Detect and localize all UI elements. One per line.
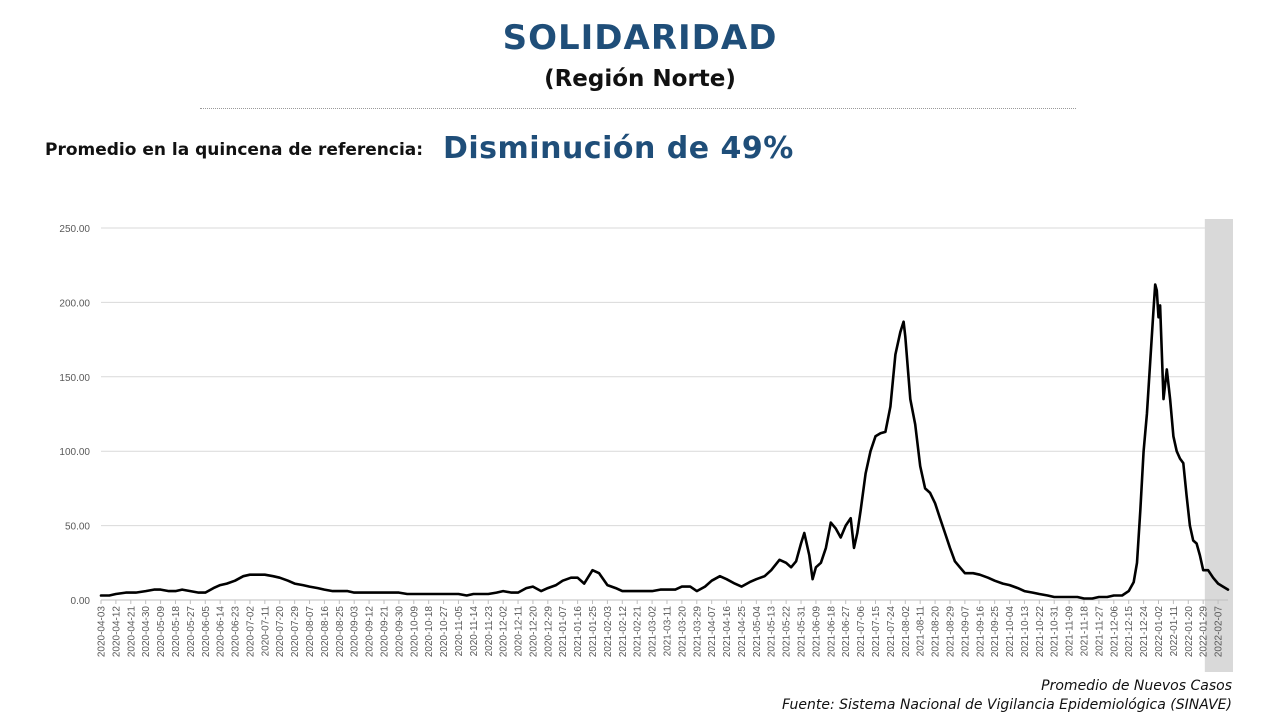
x-tick-label: 2021-10-04	[1005, 606, 1016, 658]
x-tick-label: 2021-11-18	[1080, 606, 1091, 657]
reference-label: Promedio en la quincena de referencia:	[45, 140, 424, 160]
x-tick-label: 2021-07-24	[886, 606, 897, 658]
x-tick-label: 2021-05-31	[797, 606, 808, 658]
x-tick-label: 2021-02-12	[618, 606, 629, 658]
x-tick-label: 2021-11-09	[1065, 606, 1076, 657]
x-tick-label: 2021-09-16	[975, 606, 986, 658]
x-tick-label: 2020-08-25	[335, 606, 346, 658]
x-tick-label: 2021-09-25	[990, 606, 1001, 658]
series-caption: Promedio de Nuevos Casos	[1041, 678, 1232, 694]
x-tick-label: 2021-04-07	[707, 606, 718, 658]
x-tick-label: 2020-10-27	[439, 606, 450, 658]
x-tick-label: 2022-02-07	[1214, 606, 1225, 658]
x-tick-label: 2021-04-25	[737, 606, 748, 658]
x-tick-label: 2021-06-27	[841, 606, 852, 658]
x-tick-label: 2021-02-03	[603, 606, 614, 658]
y-tick-label: 250.00	[59, 224, 90, 235]
x-tick-label: 2021-08-02	[901, 606, 912, 658]
x-tick-label: 2020-09-21	[380, 606, 391, 658]
x-tick-label: 2020-10-09	[409, 606, 420, 658]
y-tick-label: 0.00	[71, 596, 91, 607]
x-tick-label: 2020-08-07	[305, 606, 316, 658]
x-tick-label: 2020-05-27	[186, 606, 197, 658]
x-tick-label: 2020-07-20	[275, 606, 286, 658]
x-tick-label: 2020-04-12	[111, 606, 122, 658]
x-tick-label: 2022-01-20	[1184, 606, 1195, 658]
x-tick-label: 2021-08-20	[931, 606, 942, 658]
x-tick-label: 2020-07-29	[290, 606, 301, 658]
title-divider	[200, 108, 1076, 109]
x-tick-label: 2020-05-18	[171, 606, 182, 658]
x-tick-label: 2020-06-14	[216, 606, 227, 658]
x-tick-label: 2020-12-02	[499, 606, 510, 658]
x-tick-label: 2020-11-05	[454, 606, 465, 657]
page-subtitle: (Región Norte)	[544, 66, 736, 92]
y-tick-label: 100.00	[59, 447, 90, 458]
x-tick-label: 2021-12-06	[1109, 606, 1120, 658]
x-tick-label: 2021-05-22	[782, 606, 793, 658]
x-tick-label: 2020-12-29	[543, 606, 554, 658]
y-tick-label: 150.00	[59, 373, 90, 384]
x-tick-label: 2021-05-04	[752, 606, 763, 658]
x-tick-label: 2020-12-11	[514, 606, 525, 657]
x-tick-label: 2021-06-18	[826, 606, 837, 658]
page-title: SOLIDARIDAD	[502, 18, 778, 58]
x-tick-label: 2021-08-29	[946, 606, 957, 658]
x-tick-label: 2021-11-27	[1094, 606, 1105, 657]
x-tick-label: 2022-01-11	[1169, 606, 1180, 657]
x-tick-label: 2020-09-03	[350, 606, 361, 658]
x-tick-label: 2021-06-09	[811, 606, 822, 658]
x-tick-label: 2020-06-05	[201, 606, 212, 658]
x-tick-label: 2021-01-16	[573, 606, 584, 658]
x-tick-label: 2020-09-30	[394, 606, 405, 658]
x-tick-label: 2021-09-07	[960, 606, 971, 658]
x-tick-label: 2020-04-21	[126, 606, 137, 658]
reference-period-band	[1204, 219, 1233, 672]
x-tick-label: 2020-05-09	[156, 606, 167, 658]
x-tick-label: 2021-10-13	[1020, 606, 1031, 658]
y-tick-label: 50.00	[65, 522, 90, 533]
x-tick-label: 2021-02-21	[633, 606, 644, 658]
x-tick-label: 2021-03-29	[692, 606, 703, 658]
x-tick-label: 2021-03-20	[677, 606, 688, 658]
x-tick-label: 2020-08-16	[320, 606, 331, 658]
x-tick-label: 2020-11-14	[469, 606, 480, 657]
x-tick-label: 2020-04-30	[141, 606, 152, 658]
x-tick-label: 2021-03-11	[663, 606, 674, 657]
x-tick-label: 2020-10-18	[424, 606, 435, 658]
x-tick-label: 2021-10-31	[1050, 606, 1061, 658]
x-tick-label: 2021-03-02	[648, 606, 659, 658]
x-tick-label: 2021-10-22	[1035, 606, 1046, 658]
x-tick-label: 2021-01-07	[558, 606, 569, 658]
x-tick-label: 2022-01-29	[1199, 606, 1210, 658]
x-tick-label: 2020-07-02	[245, 606, 256, 658]
x-tick-label: 2021-07-15	[871, 606, 882, 658]
x-tick-label: 2022-01-02	[1154, 606, 1165, 658]
x-tick-label: 2021-01-25	[588, 606, 599, 658]
reference-value: Disminución de 49%	[443, 131, 794, 166]
x-tick-label: 2021-08-11	[916, 606, 927, 657]
x-tick-label: 2020-09-12	[365, 606, 376, 658]
x-tick-label: 2021-12-24	[1139, 606, 1150, 658]
x-tick-label: 2021-07-06	[856, 606, 867, 658]
x-tick-label: 2020-04-03	[97, 606, 108, 658]
source-caption: Fuente: Sistema Nacional de Vigilancia E…	[782, 697, 1232, 713]
x-tick-label: 2020-12-20	[528, 606, 539, 658]
x-tick-label: 2020-06-23	[231, 606, 242, 658]
x-tick-label: 2021-12-15	[1124, 606, 1135, 658]
x-tick-label: 2020-07-11	[260, 606, 271, 657]
x-tick-label: 2020-11-23	[484, 606, 495, 657]
x-tick-label: 2021-04-16	[722, 606, 733, 658]
y-tick-label: 200.00	[59, 298, 90, 309]
series-line	[99, 283, 1230, 600]
x-tick-label: 2021-05-13	[767, 606, 778, 658]
